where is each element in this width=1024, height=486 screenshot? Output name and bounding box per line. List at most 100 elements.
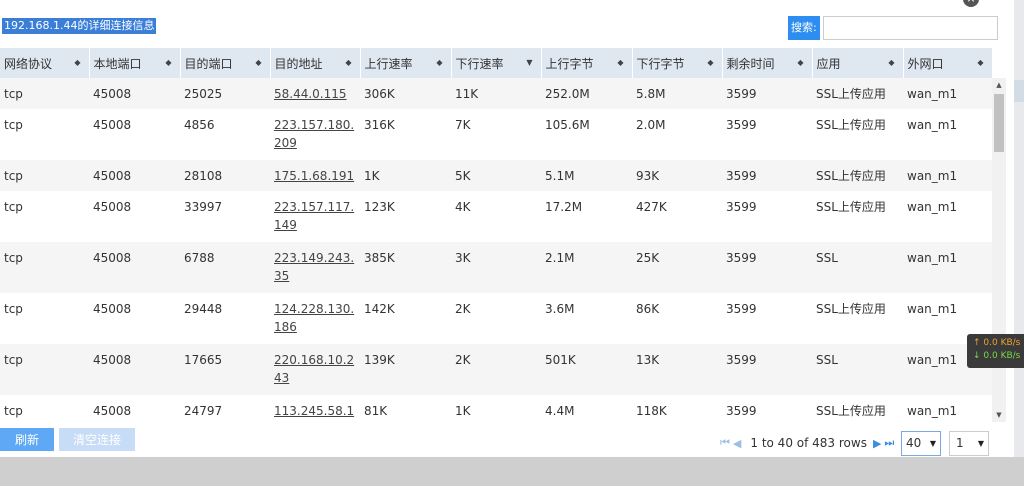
table-cell: tcp xyxy=(4,87,23,101)
destination-address-link[interactable]: 223.157.180.209 xyxy=(274,118,355,150)
table-body: tcp 45008 25025 58.44.0.115 306K 11K 252.0M 5.8… xyxy=(0,78,992,422)
sort-icon[interactable]: ◆ xyxy=(255,58,262,67)
table-cell: wan_m1 xyxy=(907,169,958,183)
table-header-row: 网络协议 ◆ 本地端口 ◆ 目的端口 ◆ 目的地址 ◆ 上行速率 ◆ 下行速率 ▼ 上行字节 ◆ 下行字节 ◆… xyxy=(0,48,992,78)
table-cell: 25K xyxy=(636,251,660,265)
column-header[interactable]: 目的地址 ◆ xyxy=(270,48,361,78)
table-cell: 385K xyxy=(364,251,395,265)
column-header-label: 网络协议 xyxy=(4,56,53,71)
column-header[interactable]: 应用 ◆ xyxy=(812,48,904,78)
sort-icon[interactable]: ◆ xyxy=(888,58,895,67)
table-cell: tcp xyxy=(4,200,23,214)
column-header-label: 下行字节 xyxy=(636,56,685,71)
connection-table-container: 网络协议 ◆ 本地端口 ◆ 目的端口 ◆ 目的地址 ◆ 上行速率 ◆ 下行速率 ▼ 上行字节 ◆ 下行字节 ◆… xyxy=(0,48,992,422)
prev-page-icon[interactable]: ◀ xyxy=(732,436,742,450)
sort-icon[interactable]: ◆ xyxy=(617,58,624,67)
table-cell: 223.157.117.149 xyxy=(270,191,360,242)
table-cell: 5.1M xyxy=(545,169,575,183)
table-cell: 175.1.68.191 xyxy=(270,160,360,191)
table-row[interactable]: tcp 45008 17665 220.168.10.243 139K 2K 501K 13K… xyxy=(0,344,992,395)
last-page-icon[interactable]: ⏭ xyxy=(884,436,895,449)
table-row[interactable]: tcp 45008 24797 113.245.58.17 81K 1K 4.4M 118K 3… xyxy=(0,395,992,422)
column-header-label: 下行速率 xyxy=(455,56,504,71)
table-cell: 28108 xyxy=(184,169,223,183)
refresh-button[interactable]: 刷新 xyxy=(0,428,54,451)
close-icon[interactable]: × xyxy=(963,0,979,7)
network-speed-widget[interactable]: ↑ 0.0 KB/s ↓ 0.0 KB/s xyxy=(967,334,1024,368)
table-cell: 427K xyxy=(636,200,667,214)
sort-icon[interactable]: ◆ xyxy=(165,58,172,67)
table-row[interactable]: tcp 45008 28108 175.1.68.191 1K 5K 5.1M 93K 3599… xyxy=(0,160,992,191)
sort-icon[interactable]: ◆ xyxy=(707,58,714,67)
pagination-info: 1 to 40 of 483 rows xyxy=(750,436,867,450)
column-header[interactable]: 本地端口 ◆ xyxy=(89,48,181,78)
table-row[interactable]: tcp 45008 6788 223.149.243.35 385K 3K 2.1M 25K 3… xyxy=(0,242,992,293)
table-cell: 2K xyxy=(455,302,471,316)
scroll-down-arrow-icon[interactable]: ▼ xyxy=(996,411,1002,419)
table-cell: 3599 xyxy=(726,118,757,132)
chevron-down-icon: ▼ xyxy=(929,439,936,448)
table-cell: tcp xyxy=(4,251,23,265)
table-cell: 45008 xyxy=(93,404,132,418)
table-cell: SSL xyxy=(816,353,838,367)
table-cell: 81K xyxy=(364,404,388,418)
table-cell: wan_m1 xyxy=(907,404,958,418)
column-header[interactable]: 外网口 ◆ xyxy=(903,48,992,78)
column-header[interactable]: 上行速率 ◆ xyxy=(360,48,452,78)
column-header[interactable]: 目的端口 ◆ xyxy=(180,48,271,78)
sort-icon[interactable]: ◆ xyxy=(436,58,443,67)
destination-address-link[interactable]: 58.44.0.115 xyxy=(274,87,347,101)
table-cell: 223.149.243.35 xyxy=(270,242,360,293)
column-header[interactable]: 上行字节 ◆ xyxy=(541,48,633,78)
destination-address-link[interactable]: 124.228.130.186 xyxy=(274,302,355,334)
table-row[interactable]: tcp 45008 33997 223.157.117.149 123K 4K 17.2M 4… xyxy=(0,191,992,242)
chevron-down-icon: ▼ xyxy=(977,439,984,448)
search-input[interactable] xyxy=(823,16,998,40)
scroll-thumb[interactable] xyxy=(994,94,1004,152)
destination-address-link[interactable]: 113.245.58.17 xyxy=(274,404,355,418)
table-cell: 3599 xyxy=(726,169,757,183)
table-cell: 3599 xyxy=(726,404,757,418)
page-number-select[interactable]: 1 ▼ xyxy=(949,431,989,456)
table-row[interactable]: tcp 45008 4856 223.157.180.209 316K 7K 105.6M 2… xyxy=(0,109,992,160)
table-scrollbar[interactable]: ▲ ▼ xyxy=(992,78,1006,422)
table-cell: wan_m1 xyxy=(907,87,958,101)
first-page-icon[interactable]: ⏮ xyxy=(720,436,730,449)
table-cell: 17.2M xyxy=(545,200,583,214)
table-row[interactable]: tcp 45008 25025 58.44.0.115 306K 11K 252.0M 5.8… xyxy=(0,78,992,109)
sort-icon[interactable]: ◆ xyxy=(74,58,81,67)
download-speed: ↓ 0.0 KB/s xyxy=(973,351,1021,361)
table-cell: 5.8M xyxy=(636,87,666,101)
sort-icon[interactable]: ◆ xyxy=(345,58,352,67)
column-header[interactable]: 网络协议 ◆ xyxy=(0,48,90,78)
table-row[interactable]: tcp 45008 29448 124.228.130.186 142K 2K 3.6M 86… xyxy=(0,293,992,344)
background-overlay xyxy=(0,457,1024,486)
table-cell: 3599 xyxy=(726,302,757,316)
scroll-up-arrow-icon[interactable]: ▲ xyxy=(996,81,1002,89)
table-cell: 1K xyxy=(455,404,471,418)
table-cell: SSL上传应用 xyxy=(816,200,886,214)
destination-address-link[interactable]: 223.149.243.35 xyxy=(274,251,355,283)
table-cell: 45008 xyxy=(93,118,132,132)
column-header[interactable]: 下行速率 ▼ xyxy=(451,48,542,78)
table-cell: 139K xyxy=(364,353,395,367)
background-strip xyxy=(1014,0,1024,457)
clear-connections-button[interactable]: 清空连接 xyxy=(59,428,135,451)
destination-address-link[interactable]: 220.168.10.243 xyxy=(274,353,355,385)
table-cell: 58.44.0.115 xyxy=(270,78,360,109)
sort-icon[interactable]: ◆ xyxy=(797,58,804,67)
page-size-select[interactable]: 40 ▼ xyxy=(901,431,941,456)
column-header[interactable]: 剩余时间 ◆ xyxy=(722,48,813,78)
column-header-label: 上行字节 xyxy=(545,56,594,71)
table-cell: SSL xyxy=(816,251,838,265)
upload-speed: ↑ 0.0 KB/s xyxy=(973,338,1021,348)
column-header[interactable]: 下行字节 ◆ xyxy=(632,48,723,78)
sort-icon[interactable]: ◆ xyxy=(977,58,984,67)
destination-address-link[interactable]: 223.157.117.149 xyxy=(274,200,355,232)
table-cell: 220.168.10.243 xyxy=(270,344,360,395)
table-cell: 2K xyxy=(455,353,471,367)
destination-address-link[interactable]: 175.1.68.191 xyxy=(274,169,355,183)
table-cell: SSL上传应用 xyxy=(816,404,886,418)
sort-icon[interactable]: ▼ xyxy=(526,58,533,67)
next-page-icon[interactable]: ▶ xyxy=(872,436,882,450)
